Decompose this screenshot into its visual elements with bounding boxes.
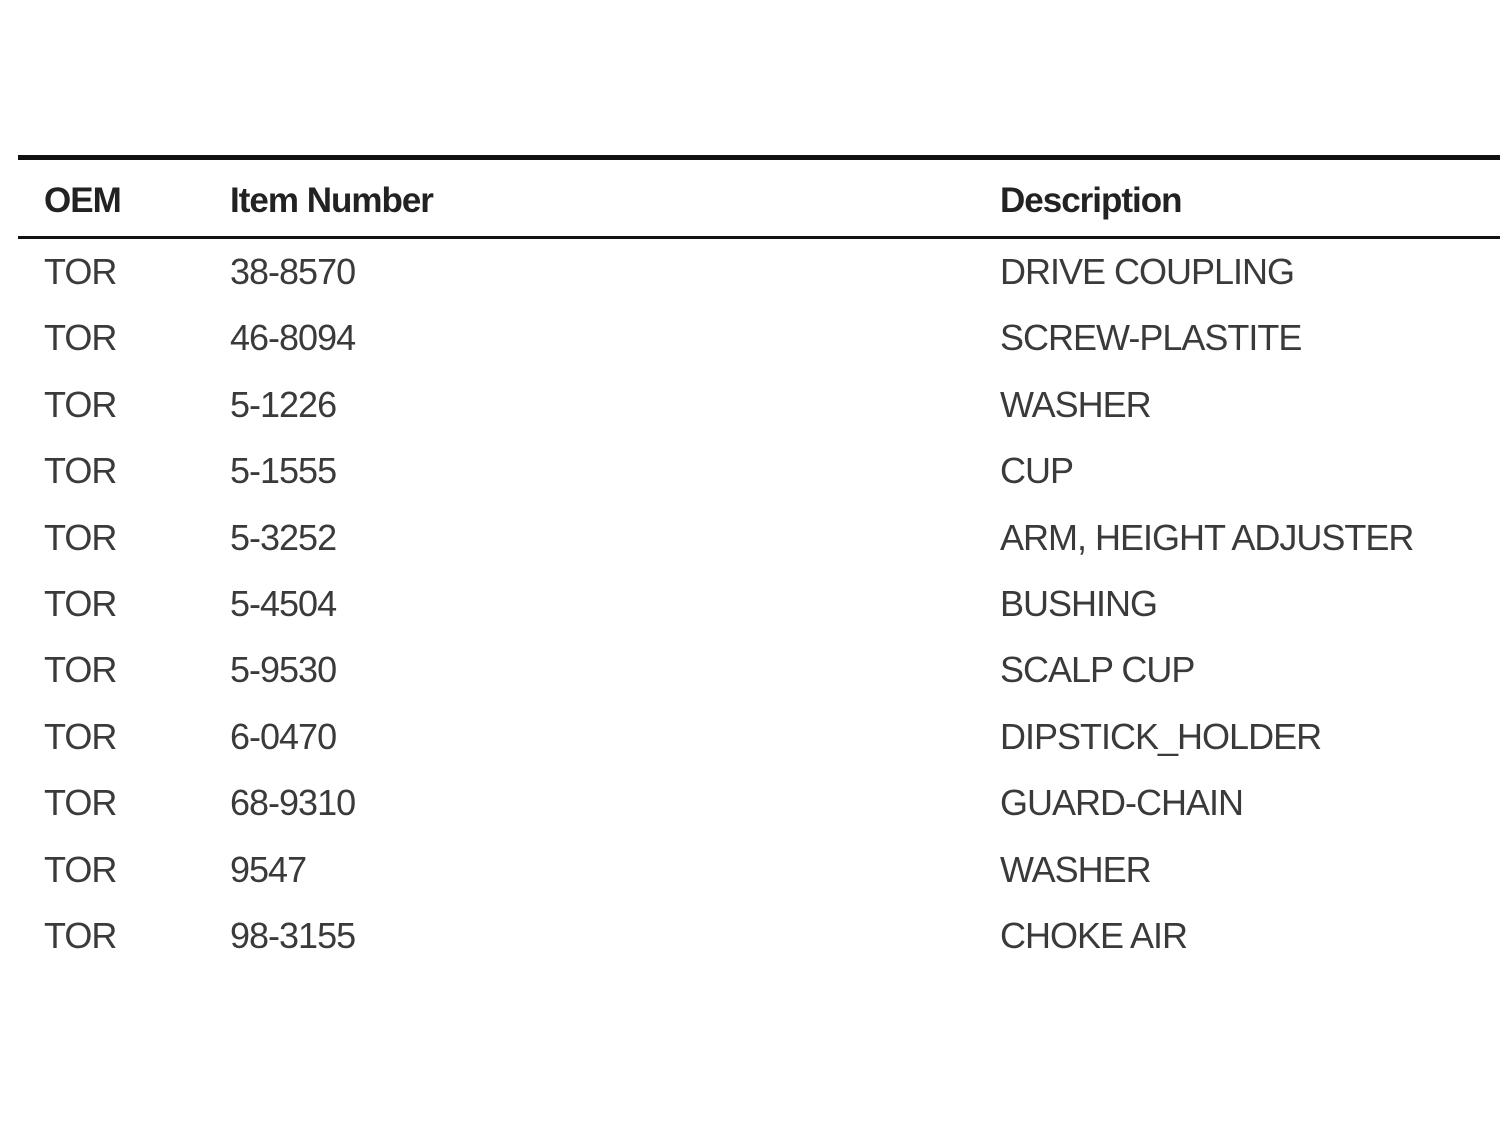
cell-oem: TOR [44,516,117,558]
header-description: Description [1000,181,1183,220]
cell-oem: TOR [44,317,117,359]
cell-oem: TOR [44,915,117,956]
cell-description: GUARD-CHAIN [1000,782,1244,824]
cell-oem: TOR [44,383,117,425]
cell-description: DIPSTICK_HOLDER [1000,715,1322,757]
cell-item-number: 5-3252 [230,516,337,558]
cell-item-number: 9547 [230,848,307,890]
cell-item-number: 98-3155 [230,915,356,956]
header-oem: OEM [44,181,122,220]
cell-oem: TOR [44,450,117,492]
table-top-rule [18,155,1500,160]
cell-oem: TOR [44,848,117,890]
cell-oem: TOR [44,649,117,691]
cell-item-number: 5-4504 [230,583,337,624]
cell-description: CUP [1000,450,1074,492]
cell-oem: TOR [44,715,117,757]
cell-description: SCALP CUP [1000,649,1195,691]
cell-item-number: 5-1226 [230,383,337,425]
cell-description: CHOKE AIR [1000,915,1188,956]
cell-description: WASHER [1000,848,1152,890]
cell-description: SCREW-PLASTITE [1000,317,1302,359]
cell-description: DRIVE COUPLING [1000,251,1295,292]
cell-oem: TOR [44,782,117,824]
cell-item-number: 46-8094 [230,317,356,359]
header-item-number: Item Number [230,181,434,220]
header-bottom-rule [18,236,1500,239]
cell-oem: TOR [44,583,117,624]
cell-item-number: 5-1555 [230,450,337,492]
cell-item-number: 6-0470 [230,715,337,757]
cell-description: ARM, HEIGHT ADJUSTER [1000,516,1414,558]
cell-item-number: 38-8570 [230,251,356,292]
cell-oem: TOR [44,251,117,292]
cell-item-number: 5-9530 [230,649,337,691]
cell-description: BUSHING [1000,583,1158,624]
cell-item-number: 68-9310 [230,782,356,824]
cell-description: WASHER [1000,383,1152,425]
